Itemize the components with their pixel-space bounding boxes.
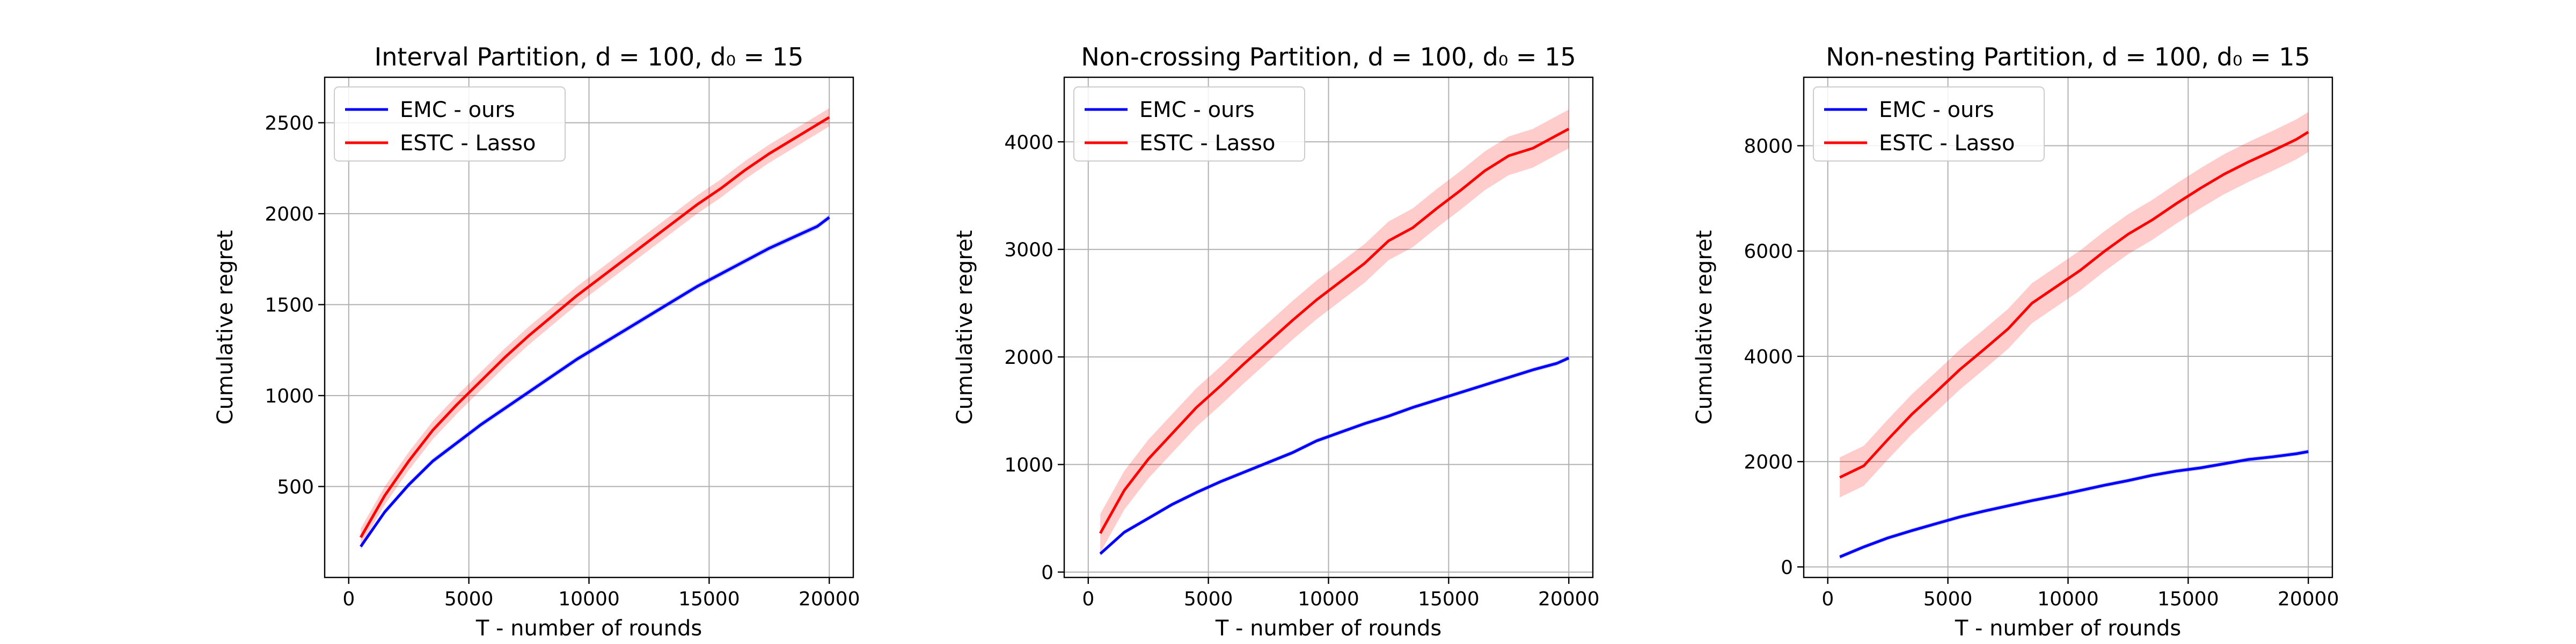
y-tick-label: 0 [1041, 562, 1053, 584]
y-tick-label: 1500 [265, 295, 314, 317]
y-tick-label: 8000 [1744, 136, 1793, 158]
y-axis-label: Cumulative regret [1692, 230, 1717, 425]
y-axis-label: Cumulative regret [213, 230, 238, 425]
y-tick-label: 1000 [265, 385, 314, 407]
x-tick-label: 10000 [1298, 588, 1359, 610]
series-line-estc [1839, 130, 2309, 479]
y-tick-label: 2000 [1004, 347, 1053, 369]
x-axis-label: T - number of rounds [475, 616, 702, 641]
legend: EMC - ours ESTC - Lasso [334, 86, 566, 162]
x-tick-label: 5000 [1923, 588, 1973, 610]
legend-label-emc: EMC - ours [1139, 98, 1255, 122]
y-tick-label: 2500 [265, 113, 314, 135]
y-tick-label: 2000 [265, 203, 314, 225]
y-tick-label: 500 [277, 477, 314, 499]
legend-box [1073, 86, 1305, 162]
x-tick-label: 0 [342, 588, 355, 610]
x-tick-label: 15000 [678, 588, 740, 610]
legend-label-estc: ESTC - Lasso [400, 131, 536, 156]
x-tick-label: 0 [1821, 588, 1834, 610]
chart-title: Interval Partition, d = 100, d₀ = 15 [375, 42, 804, 71]
chart-title: Non-crossing Partition, d = 100, d₀ = 15 [1081, 42, 1576, 71]
x-tick-label: 5000 [444, 588, 494, 610]
x-tick-label: 15000 [1418, 588, 1480, 610]
y-tick-label: 1000 [1004, 455, 1053, 477]
x-axis-label: T - number of rounds [1955, 616, 2181, 641]
legend: EMC - ours ESTC - Lasso [1073, 86, 1305, 162]
y-axis-label: Cumulative regret [953, 230, 977, 425]
x-tick-label: 10000 [2037, 588, 2099, 610]
legend-label-estc: ESTC - Lasso [1879, 131, 2015, 156]
legend-label-estc: ESTC - Lasso [1139, 131, 1276, 156]
series-line-estc [360, 116, 830, 538]
x-tick-label: 20000 [2278, 588, 2339, 610]
legend-box [1813, 86, 2045, 162]
series-line-emc [360, 216, 830, 547]
x-tick-label: 5000 [1184, 588, 1233, 610]
legend-label-emc: EMC - ours [1879, 98, 1994, 122]
y-tick-label: 4000 [1744, 346, 1793, 368]
y-tick-label: 3000 [1004, 239, 1053, 261]
x-tick-label: 10000 [558, 588, 620, 610]
chart-panel-interval: 0 5000 10000 15000 200005001000150020002500 … [213, 42, 860, 641]
chart-panel-non-crossing: 0 5000 10000 15000 20000 0 1000 2000 3000 4000 No… [953, 42, 1599, 641]
y-tick-label: 4000 [1004, 131, 1053, 153]
confidence-band-estc [1100, 109, 1569, 553]
chart-title: Non-nesting Partition, d = 100, d₀ = 15 [1826, 42, 2310, 71]
series-line-emc [1099, 356, 1570, 555]
y-tick-label: 6000 [1744, 241, 1793, 263]
legend-label-emc: EMC - ours [400, 98, 515, 122]
x-tick-label: 0 [1082, 588, 1094, 610]
x-tick-label: 20000 [1538, 588, 1600, 610]
legend-box [334, 86, 566, 162]
series-line-estc [1099, 127, 1570, 535]
legend: EMC - ours ESTC - Lasso [1813, 86, 2045, 162]
confidence-band-estc [1840, 112, 2309, 497]
x-tick-label: 20000 [799, 588, 860, 610]
confidence-band-estc [361, 108, 830, 547]
y-tick-label: 0 [1781, 557, 1793, 579]
x-axis-label: T - number of rounds [1215, 616, 1441, 641]
chart-panel-non-nesting: 0 5000 10000 15000 20000 0 2000 4000 6000 8000 No… [1692, 42, 2339, 641]
y-tick-label: 2000 [1744, 451, 1793, 473]
x-tick-label: 15000 [2157, 588, 2219, 610]
series-line-emc [1839, 450, 2309, 559]
